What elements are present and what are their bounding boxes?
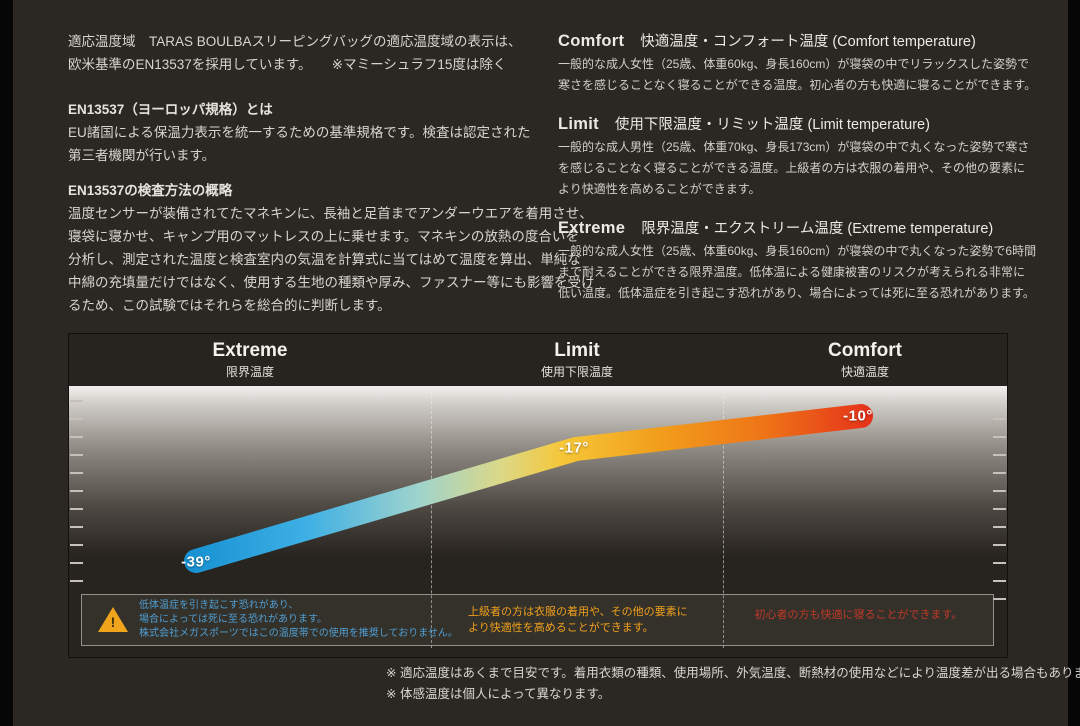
extreme-body-line: 低い温度。低体温症を引き起こす恐れがあり、場合によっては死に至る恐れがあります。 <box>558 286 1035 300</box>
zone-header-comfort: Comfort 快適温度 <box>723 334 1007 386</box>
zone-limit-en: Limit <box>554 340 600 361</box>
chart-zone-header: Extreme 限界温度 Limit 使用下限温度 Comfort 快適温度 <box>69 334 1007 386</box>
footnote-line: ※ 体感温度は個人によって異なります。 <box>386 687 611 701</box>
left-black-bar <box>0 0 13 726</box>
method-body-line: 中綿の充填量だけではなく、使用する生地の種類や厚み、ファスナー等にも影響を受け <box>68 275 595 290</box>
about-body-line: 第三者機関が行います。 <box>68 148 216 163</box>
zone-extreme-ja: 限界温度 <box>225 365 274 379</box>
limit-title: 使用下限温度・リミット温度 (Limit temperature) <box>614 117 930 133</box>
limit-body-line: 一般的な成人男性（25歳、体重70kg、身長173cm）が寝袋の中で丸くなった姿… <box>558 140 1030 154</box>
data-point-comfort-label: -10° <box>843 407 873 425</box>
extreme-body-line: まで耐えることができる限界温度。低体温による健康被害のリスクが考えられる非常に <box>558 265 1026 279</box>
zone-limit-ja: 使用下限温度 <box>540 365 613 379</box>
intro-section: 適応温度域 TARAS BOULBAスリーピングバッグの適応温度域の表示は、 欧… <box>68 30 536 76</box>
method-body-line: るため、この試験ではそれらを総合的に判断します。 <box>68 298 391 313</box>
en13537-about-section: EN13537（ヨーロッパ規格）とは EU諸国による保温力表示を統一するための基… <box>68 98 536 167</box>
about-body-line: EU諸国による保温力表示を統一するための基準規格です。検査は認定された <box>68 125 531 140</box>
comfort-body-line: 寒さを感じることなく寝ることができる温度。初心者の方も快適に寝ることができます。 <box>558 78 1037 92</box>
limit-definition: Limit 使用下限温度・リミット温度 (Limit temperature) 一… <box>558 113 1030 200</box>
limit-term: Limit <box>558 115 599 133</box>
method-body-line: 分析し、測定された温度と検査室内の気温を計算式に当てはめて温度を算出、単純な <box>68 252 581 267</box>
about-title: EN13537（ヨーロッパ規格）とは <box>68 102 273 117</box>
intro-line: 適応温度域 TARAS BOULBAスリーピングバッグの適応温度域の表示は、 <box>68 34 522 49</box>
limit-zone-note: 上級者の方は衣服の着用や、その他の要素に より快適性を高めることができます。 <box>468 606 688 634</box>
method-body-line: 温度センサーが装備されてたマネキンに、長袖と足首までアンダーウエアを着用させ、 <box>68 206 593 221</box>
data-point-extreme-label: -39° <box>181 553 211 571</box>
test-method-section: EN13537の検査方法の概略 温度センサーが装備されてたマネキンに、長袖と足首… <box>68 179 595 317</box>
method-body-line: 寝袋に寝かせ、キャンプ用のマットレスの上に乗せます。マネキンの放熱の度合いを <box>68 229 579 244</box>
intro-line: 欧米基準のEN13537を採用しています。 ※マミーシュラフ15度は除く <box>68 57 507 72</box>
comfort-body-line: 一般的な成人女性（25歳、体重60kg、身長160cm）が寝袋の中でリラックスし… <box>558 57 1030 71</box>
comfort-zone-note: 初心者の方も快適に寝ることができます。 <box>754 609 963 621</box>
zone-comfort-en: Comfort <box>828 340 902 361</box>
right-black-bar <box>1068 0 1080 726</box>
left-text-column: 適応温度域 TARAS BOULBAスリーピングバッグの適応温度域の表示は、 欧… <box>68 30 595 317</box>
limit-body-line: を感じることなく寝ることができる温度。上級者の方は衣服の着用や、その他の要素に <box>558 161 1026 175</box>
extreme-term: Extreme <box>558 219 626 237</box>
zone-extreme-en: Extreme <box>212 340 288 361</box>
footnote-line: ※ 適応温度はあくまで目安です。着用衣類の種類、使用場所、外気温度、断熱材の使用… <box>386 666 1080 680</box>
extreme-note-text: 低体温症を引き起こす恐れがあり、 場合によっては死に至る恐れがあります。 株式会… <box>139 600 458 639</box>
left-axis-ticks <box>70 400 83 582</box>
extreme-definition: Extreme 限界温度・エクストリーム温度 (Extreme temperatu… <box>558 217 1037 304</box>
footnotes: ※ 適応温度はあくまで目安です。着用衣類の種類、使用場所、外気温度、断熱材の使用… <box>386 663 1080 705</box>
comfort-heading: Comfort 快適温度・コンフォート温度 (Comfort temperatur… <box>558 30 1018 51</box>
extreme-body-line: 一般的な成人女性（25歳、体重60kg、身長160cm）が寝袋の中で丸くなった姿… <box>558 244 1037 258</box>
zone-header-extreme: Extreme 限界温度 <box>69 334 431 386</box>
temperature-range-chart: Extreme 限界温度 Limit 使用下限温度 Comfort 快適温度 <box>68 333 1008 658</box>
extreme-zone-note: ! 低体温症を引き起こす恐れがあり、 場合によっては死に至る恐れがあります。 株… <box>82 595 458 645</box>
extreme-title: 限界温度・エクストリーム温度 (Extreme temperature) <box>641 221 994 237</box>
zone-header-limit: Limit 使用下限温度 <box>431 334 723 386</box>
data-point-limit-label: -17° <box>559 439 589 457</box>
comfort-title: 快適温度・コンフォート温度 (Comfort temperature) <box>640 34 976 50</box>
right-axis-ticks <box>993 418 1006 600</box>
zone-notes-band: ! 低体温症を引き起こす恐れがあり、 場合によっては死に至る恐れがあります。 株… <box>81 594 994 646</box>
zone-comfort-ja: 快適温度 <box>840 365 889 379</box>
warning-icon: ! <box>98 607 128 633</box>
limit-heading: Limit 使用下限温度・リミット温度 (Limit temperature) <box>558 113 1018 134</box>
limit-body-line: より快適性を高めることができます。 <box>558 182 761 196</box>
comfort-definition: Comfort 快適温度・コンフォート温度 (Comfort temperatur… <box>558 30 1037 96</box>
extreme-heading: Extreme 限界温度・エクストリーム温度 (Extreme temperatu… <box>558 217 1018 238</box>
comfort-term: Comfort <box>558 32 625 50</box>
method-title: EN13537の検査方法の概略 <box>68 183 233 198</box>
right-text-column: Comfort 快適温度・コンフォート温度 (Comfort temperatur… <box>558 30 1037 304</box>
